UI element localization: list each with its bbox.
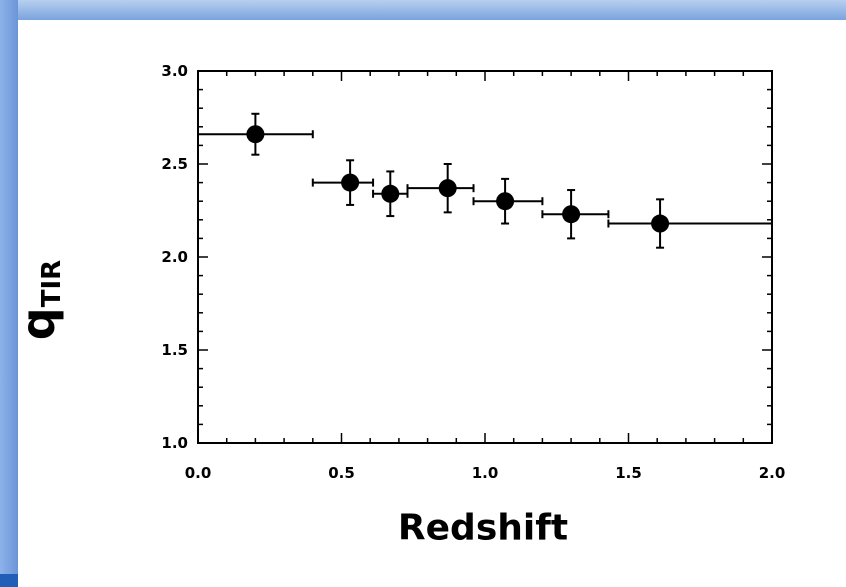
data-point (246, 125, 265, 144)
y-tick-label: 2.5 (161, 155, 188, 173)
y-tick-label: 3.0 (161, 62, 188, 80)
y-axis-title-subscript: TIR (37, 259, 67, 308)
data-point (341, 173, 360, 192)
x-tick-label: 2.0 (759, 464, 786, 482)
slide-panel (18, 20, 846, 587)
data-point (438, 179, 457, 198)
x-tick-label: 0.5 (328, 464, 355, 482)
slide-left-accent (0, 574, 18, 587)
y-tick-label: 1.5 (161, 341, 188, 359)
slide-left-border (0, 0, 18, 587)
data-point (381, 184, 400, 203)
slide-top-border (0, 0, 846, 20)
data-point (651, 214, 670, 233)
x-axis-title: Redshift (397, 507, 569, 549)
y-axis-title-main: q (11, 307, 65, 341)
y-tick-label: 1.0 (161, 434, 188, 452)
y-axis-title: qTIR (11, 259, 67, 340)
x-tick-label: 1.0 (472, 464, 499, 482)
y-tick-label: 2.0 (161, 248, 188, 266)
x-tick-label: 1.5 (615, 464, 642, 482)
data-point (562, 205, 581, 224)
plot-frame (197, 70, 773, 444)
x-tick-label: 0.0 (185, 464, 212, 482)
data-point (496, 192, 515, 211)
